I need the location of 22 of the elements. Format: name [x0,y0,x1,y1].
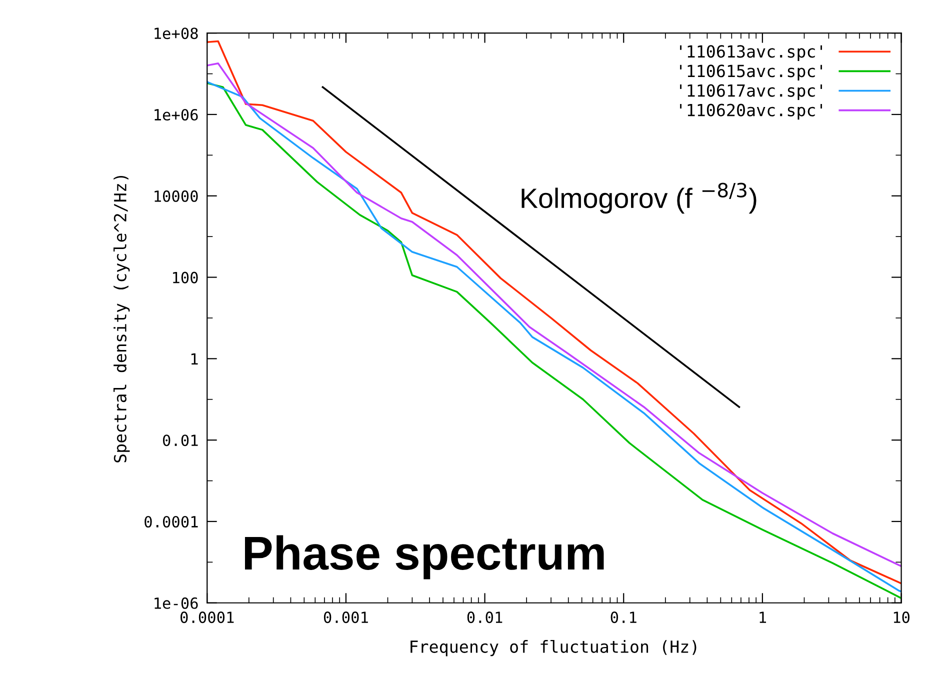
y-tick-label: 100 [173,272,198,284]
x-tick-label: 0.01 [467,612,502,624]
legend-label: '110620avc.spc' [680,104,822,120]
x-tick-label: 0.001 [324,612,368,624]
x-tick-label: 0.0001 [180,612,234,624]
y-axis-title: Spectral density (cycle^2/Hz) [114,176,130,462]
y-tick-label: 10000 [154,190,198,202]
legend-label: '110617avc.spc' [680,84,822,100]
y-tick-label: 1e+08 [154,28,198,40]
y-tick-label: 1e+06 [154,108,198,121]
annotation: Kolmogorov (f $^{−8/3}$) [522,182,756,214]
x-tick-label: 0.1 [610,612,636,624]
x-axis-title: Frequency of fluctuation (Hz) [410,640,696,656]
x-tick-label: 1 [760,612,766,623]
y-tick-label: 0.01 [162,434,198,446]
x-tick-label: 10 [894,612,910,624]
y-tick-label: 1e-06 [154,597,198,609]
annotation: Phase spectrum [244,535,604,580]
y-tick-label: 0.0001 [144,516,198,528]
legend-label: '110615avc.spc' [680,64,822,81]
y-tick-label: 1 [191,353,198,365]
legend-label: '110613avc.spc' [680,45,822,61]
